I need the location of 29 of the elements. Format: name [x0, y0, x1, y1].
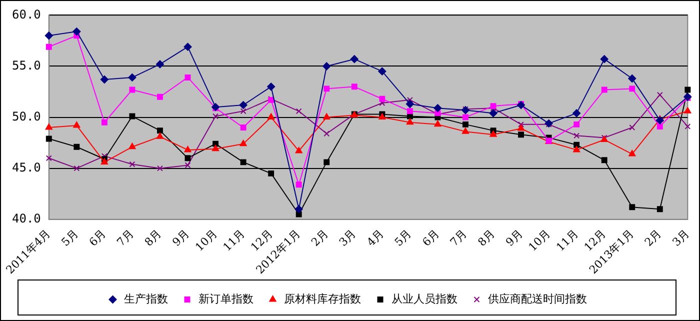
x-tick-label: 4月: [364, 226, 386, 249]
legend-label: 原材料库存指数: [284, 292, 361, 306]
x-tick-label: 3月: [670, 226, 692, 249]
legend-label: 供应商配送时间指数: [488, 292, 587, 306]
x-tick-label: 11月: [554, 226, 581, 254]
legend-label: 生产指数: [124, 292, 168, 306]
x-tick-label: 7月: [114, 226, 136, 249]
x-tick-label: 6月: [86, 226, 109, 249]
legend-label: 从业人员指数: [391, 292, 458, 306]
x-tick-label: 10月: [526, 226, 553, 254]
x-tick-label: 9月: [170, 226, 192, 249]
x-tick-label: 5月: [58, 226, 81, 249]
x-tick-label: 10月: [192, 226, 220, 254]
x-tick-label: 8月: [475, 226, 498, 249]
x-tick-label: 2月: [308, 226, 331, 249]
y-tick-label: 55.0: [12, 58, 41, 72]
y-tick-label: 60.0: [12, 7, 41, 22]
y-tick-label: 50.0: [12, 109, 41, 124]
x-tick-label: 7月: [448, 226, 470, 249]
legend-label: 新订单指数: [198, 292, 254, 306]
x-tick-label: 5月: [392, 226, 414, 249]
y-tick-label: 45.0: [12, 160, 41, 174]
x-tick-label: 8月: [142, 226, 164, 249]
y-tick-label: 40.0: [12, 211, 41, 226]
x-tick-label: 2月: [642, 226, 664, 249]
x-tick-label: 6月: [420, 226, 442, 249]
x-tick-label: 11月: [220, 226, 248, 254]
x-tick-label: 9月: [503, 226, 526, 249]
x-tick-label: 3月: [336, 226, 359, 249]
